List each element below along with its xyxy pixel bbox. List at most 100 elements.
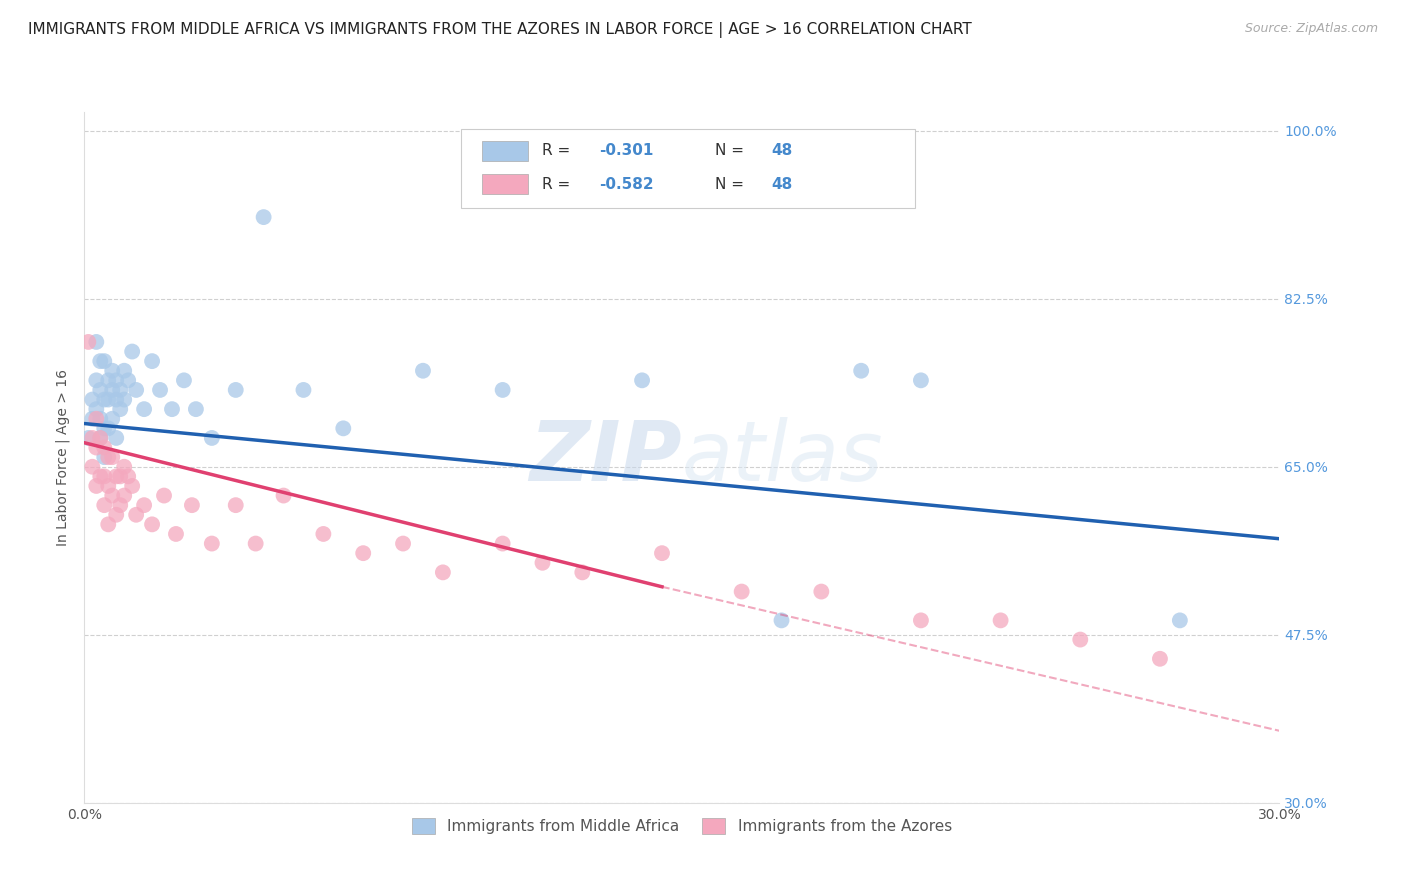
Point bbox=[110, 383, 132, 397]
Text: Source: ZipAtlas.com: Source: ZipAtlas.com bbox=[1244, 22, 1378, 36]
Point bbox=[1168, 613, 1191, 627]
Point bbox=[492, 383, 515, 397]
Point bbox=[571, 566, 593, 580]
Point bbox=[110, 402, 132, 417]
Point bbox=[651, 546, 673, 560]
Point bbox=[112, 459, 135, 474]
Point bbox=[149, 383, 172, 397]
Point bbox=[121, 479, 143, 493]
Point bbox=[141, 517, 163, 532]
Point bbox=[105, 431, 128, 445]
Point bbox=[312, 527, 335, 541]
Point bbox=[97, 479, 120, 493]
Point bbox=[253, 210, 276, 224]
Point bbox=[86, 373, 108, 387]
Point bbox=[112, 364, 135, 378]
Point bbox=[86, 479, 108, 493]
Point bbox=[101, 411, 124, 425]
Point bbox=[93, 469, 115, 483]
Point bbox=[181, 498, 204, 512]
Point bbox=[77, 431, 100, 445]
Point bbox=[105, 508, 128, 522]
Point bbox=[1069, 632, 1091, 647]
Point bbox=[93, 354, 115, 368]
Point bbox=[392, 536, 415, 550]
Point bbox=[112, 392, 135, 407]
Text: 48: 48 bbox=[772, 177, 793, 192]
Point bbox=[101, 489, 124, 503]
Point bbox=[412, 364, 434, 378]
Point bbox=[89, 469, 111, 483]
Text: IMMIGRANTS FROM MIDDLE AFRICA VS IMMIGRANTS FROM THE AZORES IN LABOR FORCE | AGE: IMMIGRANTS FROM MIDDLE AFRICA VS IMMIGRA… bbox=[28, 22, 972, 38]
Point bbox=[112, 489, 135, 503]
Point bbox=[132, 402, 156, 417]
Point bbox=[165, 527, 187, 541]
Point bbox=[101, 364, 124, 378]
Point bbox=[352, 546, 374, 560]
Point bbox=[731, 584, 754, 599]
Text: -0.582: -0.582 bbox=[599, 177, 654, 192]
Point bbox=[93, 441, 115, 455]
Point bbox=[105, 392, 128, 407]
Point bbox=[292, 383, 315, 397]
Point bbox=[631, 373, 654, 387]
Point bbox=[86, 411, 108, 425]
Point bbox=[110, 469, 132, 483]
Point bbox=[432, 566, 454, 580]
Point bbox=[810, 584, 832, 599]
Point bbox=[82, 431, 104, 445]
Point bbox=[184, 402, 207, 417]
Point bbox=[770, 613, 793, 627]
Point bbox=[910, 373, 932, 387]
FancyBboxPatch shape bbox=[482, 141, 527, 161]
Text: R =: R = bbox=[543, 144, 575, 159]
Point bbox=[225, 498, 247, 512]
Point bbox=[201, 431, 224, 445]
Text: -0.301: -0.301 bbox=[599, 144, 654, 159]
Point bbox=[110, 498, 132, 512]
Text: N =: N = bbox=[716, 177, 749, 192]
Point bbox=[93, 421, 115, 435]
Point bbox=[101, 450, 124, 464]
Point bbox=[141, 354, 163, 368]
Point bbox=[89, 431, 111, 445]
Point bbox=[89, 383, 111, 397]
Text: N =: N = bbox=[716, 144, 749, 159]
Point bbox=[125, 508, 148, 522]
Point bbox=[86, 334, 108, 349]
Point bbox=[97, 373, 120, 387]
Point bbox=[82, 411, 104, 425]
Point bbox=[1149, 652, 1171, 666]
Point bbox=[201, 536, 224, 550]
Point bbox=[117, 373, 139, 387]
Point bbox=[86, 441, 108, 455]
Point bbox=[97, 450, 120, 464]
Point bbox=[89, 354, 111, 368]
Point bbox=[273, 489, 295, 503]
Text: ZIP: ZIP bbox=[529, 417, 682, 498]
Point bbox=[93, 392, 115, 407]
Point bbox=[105, 469, 128, 483]
Point bbox=[225, 383, 247, 397]
Point bbox=[851, 364, 873, 378]
Point bbox=[160, 402, 183, 417]
Point bbox=[173, 373, 195, 387]
Text: 48: 48 bbox=[772, 144, 793, 159]
Point bbox=[77, 334, 100, 349]
Point bbox=[117, 469, 139, 483]
Point bbox=[97, 517, 120, 532]
Point bbox=[332, 421, 354, 435]
Point bbox=[121, 344, 143, 359]
Point bbox=[82, 459, 104, 474]
Text: atlas: atlas bbox=[682, 417, 883, 498]
Point bbox=[153, 489, 176, 503]
Point bbox=[990, 613, 1012, 627]
Point bbox=[89, 411, 111, 425]
Point bbox=[82, 392, 104, 407]
Point bbox=[125, 383, 148, 397]
Legend: Immigrants from Middle Africa, Immigrants from the Azores: Immigrants from Middle Africa, Immigrant… bbox=[406, 812, 957, 840]
FancyBboxPatch shape bbox=[482, 174, 527, 194]
Point bbox=[245, 536, 267, 550]
Point bbox=[97, 392, 120, 407]
Point bbox=[89, 431, 111, 445]
